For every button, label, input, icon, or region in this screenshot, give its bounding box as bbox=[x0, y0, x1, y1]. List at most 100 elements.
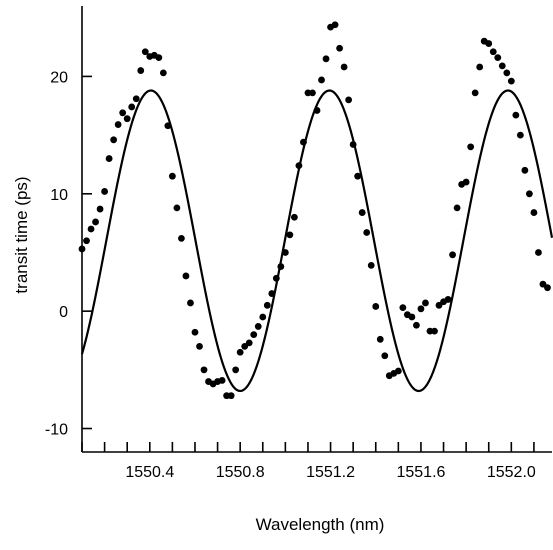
data-point bbox=[83, 237, 90, 245]
data-point bbox=[489, 48, 497, 56]
data-point bbox=[530, 209, 538, 216]
axes bbox=[81, 6, 552, 453]
data-point bbox=[413, 321, 420, 329]
data-point bbox=[331, 21, 339, 29]
data-point bbox=[340, 63, 348, 71]
data-point bbox=[182, 272, 190, 280]
x-tick-label: 1552.0 bbox=[487, 464, 536, 481]
x-tick-label: 1550.4 bbox=[125, 464, 174, 481]
data-point bbox=[444, 296, 452, 303]
data-point bbox=[159, 69, 167, 77]
x-tick-label: 1550.8 bbox=[216, 464, 265, 481]
plot-area bbox=[78, 21, 553, 400]
data-point bbox=[187, 299, 194, 307]
data-point bbox=[92, 218, 99, 226]
data-point bbox=[263, 301, 271, 309]
data-point bbox=[78, 245, 86, 253]
data-point bbox=[349, 141, 357, 148]
data-point bbox=[218, 377, 226, 384]
data-point bbox=[227, 392, 235, 400]
y-tick-label: 20 bbox=[50, 69, 68, 86]
data-points bbox=[78, 21, 551, 400]
data-point bbox=[449, 251, 456, 259]
data-point bbox=[516, 131, 524, 139]
data-point bbox=[494, 54, 502, 62]
ticks bbox=[81, 75, 535, 452]
data-point bbox=[245, 339, 253, 347]
data-point bbox=[105, 155, 113, 162]
x-tick-label: 1551.6 bbox=[396, 464, 445, 481]
data-point bbox=[114, 121, 122, 128]
data-point bbox=[367, 261, 375, 269]
data-point bbox=[277, 263, 285, 270]
data-point bbox=[462, 178, 470, 186]
data-point bbox=[313, 107, 321, 114]
data-point bbox=[119, 109, 127, 117]
x-axis-title: Wavelength (nm) bbox=[256, 515, 385, 534]
data-point bbox=[123, 115, 131, 123]
data-point bbox=[272, 274, 280, 282]
data-point bbox=[345, 96, 353, 104]
data-point bbox=[422, 299, 429, 307]
data-point bbox=[232, 366, 240, 374]
data-point bbox=[96, 205, 104, 213]
data-point bbox=[363, 229, 371, 236]
data-point bbox=[141, 48, 149, 56]
data-point bbox=[286, 231, 294, 239]
y-tick-label: 10 bbox=[50, 187, 68, 204]
tick-labels: 1550.4 1550.8 1551.2 1551.6 1552.0 -10 0 10 20 bbox=[45, 69, 536, 481]
data-point bbox=[381, 352, 389, 360]
data-point bbox=[372, 303, 380, 310]
data-point bbox=[268, 290, 276, 297]
data-point bbox=[498, 62, 506, 70]
data-point bbox=[408, 313, 416, 321]
data-point bbox=[259, 313, 267, 321]
data-point bbox=[164, 122, 172, 130]
data-point bbox=[291, 213, 298, 221]
data-point bbox=[132, 95, 140, 103]
data-point bbox=[318, 76, 325, 84]
data-point bbox=[354, 172, 362, 180]
data-point bbox=[191, 328, 199, 336]
data-point bbox=[87, 225, 95, 233]
data-point bbox=[376, 335, 384, 343]
data-point bbox=[467, 143, 475, 151]
data-point bbox=[281, 249, 289, 256]
data-point bbox=[196, 342, 203, 350]
data-point bbox=[471, 89, 479, 97]
data-point bbox=[485, 40, 493, 47]
data-point bbox=[155, 54, 163, 62]
data-point bbox=[476, 63, 484, 71]
data-point bbox=[295, 162, 303, 170]
data-point bbox=[254, 323, 262, 330]
data-point bbox=[101, 188, 108, 195]
data-point bbox=[336, 44, 343, 52]
data-point bbox=[453, 204, 461, 212]
data-point bbox=[544, 284, 551, 292]
data-point bbox=[236, 348, 244, 356]
data-point bbox=[399, 304, 407, 312]
data-point bbox=[250, 331, 258, 339]
data-point bbox=[512, 111, 520, 119]
fit-line bbox=[80, 89, 553, 393]
data-point bbox=[168, 172, 176, 180]
y-tick-label: 0 bbox=[59, 304, 68, 321]
data-point bbox=[358, 209, 366, 216]
data-point bbox=[535, 249, 542, 256]
data-point bbox=[309, 89, 316, 97]
data-point bbox=[507, 77, 515, 85]
data-point bbox=[173, 204, 181, 212]
data-point bbox=[322, 55, 330, 63]
data-point bbox=[394, 367, 402, 375]
y-axis-title: transit time (ps) bbox=[12, 176, 31, 293]
data-point bbox=[503, 69, 511, 77]
data-point bbox=[178, 234, 185, 242]
x-tick-label: 1551.2 bbox=[306, 464, 355, 481]
y-tick-label: -10 bbox=[45, 422, 68, 439]
data-point bbox=[200, 366, 208, 374]
data-point bbox=[137, 67, 145, 74]
data-point bbox=[526, 190, 533, 198]
data-point bbox=[128, 103, 136, 111]
data-point bbox=[417, 305, 425, 313]
